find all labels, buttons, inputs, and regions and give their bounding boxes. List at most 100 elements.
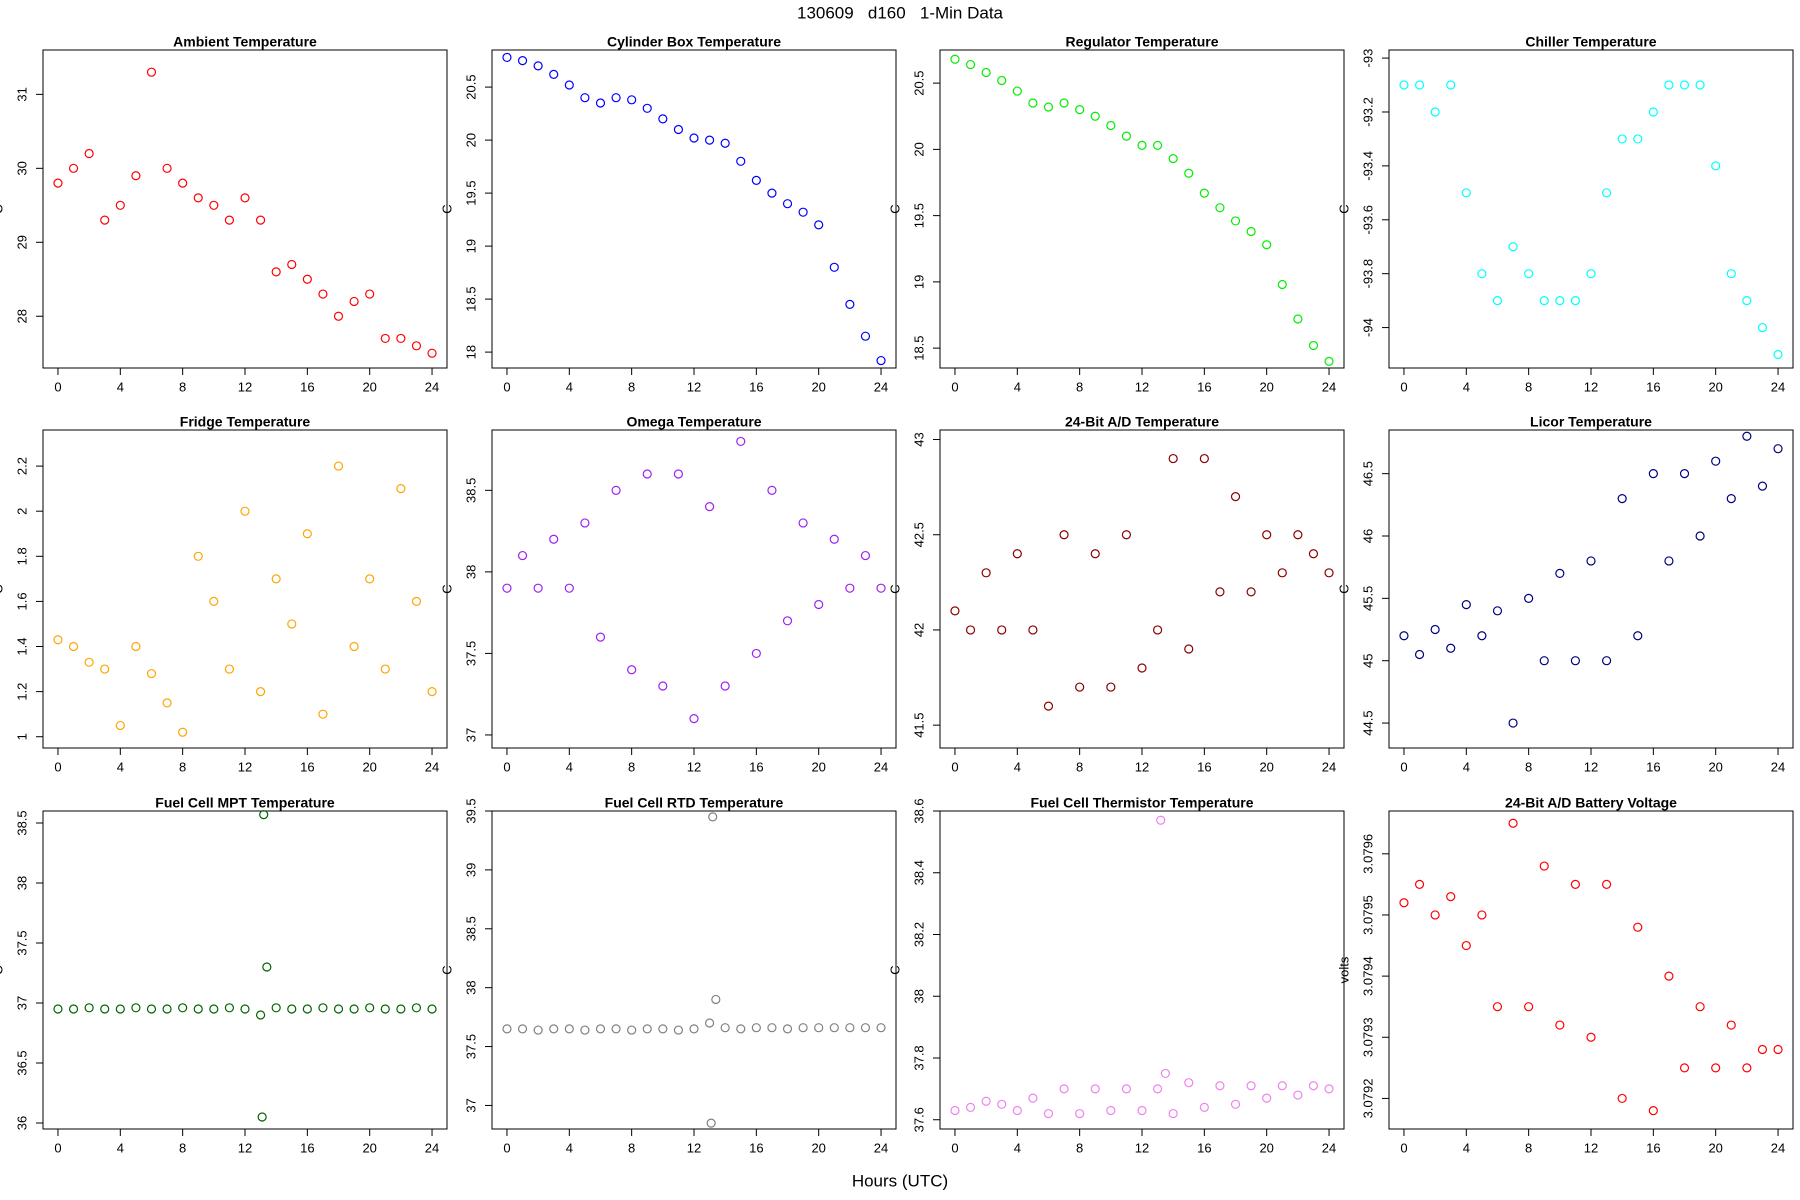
data-point — [240, 1004, 250, 1014]
data-point — [1308, 549, 1319, 559]
data-point — [68, 163, 79, 173]
data-point — [798, 207, 808, 217]
data-point — [1446, 80, 1456, 90]
data-point — [1414, 879, 1425, 889]
y-axis-label: C — [0, 965, 5, 974]
data-point — [1246, 587, 1256, 597]
y-tick-label: 38 — [463, 565, 478, 579]
data-point — [1524, 1002, 1534, 1012]
data-point — [349, 1004, 359, 1014]
data-point — [1446, 643, 1456, 653]
x-axis-label: Hours (UTC) — [852, 1171, 948, 1190]
x-tick-label: 24 — [425, 759, 439, 774]
data-point — [318, 289, 328, 299]
data-point — [1121, 131, 1132, 141]
x-tick-label: 16 — [1197, 1140, 1211, 1155]
panel-title: Cylinder Box Temperature — [607, 34, 781, 50]
y-axis-label: C — [439, 584, 454, 593]
data-point — [549, 534, 559, 544]
data-point — [193, 193, 203, 203]
data-point — [997, 1099, 1007, 1109]
data-point — [411, 596, 422, 607]
data-point — [845, 583, 855, 593]
y-axis-label: C — [887, 965, 902, 974]
data-point — [427, 1004, 437, 1014]
data-point — [1230, 1099, 1241, 1109]
x-tick-label: 12 — [687, 1140, 701, 1155]
data-point — [1277, 568, 1287, 578]
panel-title: 24-Bit A/D Battery Voltage — [1505, 795, 1677, 811]
x-tick-label: 4 — [1463, 1140, 1470, 1155]
data-point — [1293, 314, 1303, 324]
y-tick-label: 38.5 — [463, 478, 478, 503]
data-point — [1446, 892, 1456, 902]
data-point — [720, 1023, 730, 1033]
data-point — [1477, 269, 1487, 279]
data-point — [876, 583, 886, 593]
data-point — [611, 1024, 621, 1034]
data-point — [1508, 718, 1518, 728]
x-tick-label: 24 — [874, 379, 888, 394]
x-tick-label: 20 — [1708, 1140, 1722, 1155]
data-point — [1633, 134, 1643, 144]
data-point — [1399, 898, 1409, 908]
x-tick-label: 8 — [179, 1140, 186, 1155]
x-tick-label: 16 — [1646, 759, 1660, 774]
y-tick-label: 3.0794 — [1360, 956, 1375, 996]
data-point — [1773, 1044, 1783, 1055]
data-point — [1742, 296, 1752, 306]
x-tick-label: 24 — [1771, 379, 1785, 394]
y-tick-label: 28 — [14, 309, 29, 323]
x-tick-label: 20 — [811, 379, 825, 394]
data-point — [1152, 625, 1163, 635]
data-point — [627, 665, 637, 675]
data-point — [642, 469, 652, 479]
y-tick-label: 37.5 — [463, 1034, 478, 1059]
data-point — [287, 1004, 297, 1014]
y-tick-label: 44.5 — [1360, 710, 1375, 735]
data-point — [829, 262, 839, 272]
data-point — [100, 1004, 110, 1014]
data-point — [981, 568, 991, 578]
data-point — [1121, 530, 1132, 540]
panel-title: Chiller Temperature — [1525, 34, 1656, 50]
data-point — [302, 1004, 312, 1014]
x-tick-label: 24 — [425, 1140, 439, 1155]
data-point — [333, 311, 344, 321]
plot-frame — [42, 429, 448, 749]
x-tick-label: 0 — [503, 759, 510, 774]
data-point — [1137, 1105, 1147, 1116]
data-point — [689, 714, 699, 724]
x-tick-label: 20 — [811, 759, 825, 774]
x-tick-label: 8 — [1525, 759, 1532, 774]
data-point — [1160, 1068, 1170, 1079]
data-point — [1695, 80, 1705, 90]
y-tick-label: 19 — [463, 239, 478, 253]
y-tick-label: -93.2 — [1360, 97, 1375, 127]
y-tick-label: 38 — [463, 980, 478, 994]
x-tick-label: 16 — [1646, 1140, 1660, 1155]
data-point — [1711, 456, 1721, 466]
data-point — [1152, 140, 1163, 150]
y-axis-label: C — [887, 204, 902, 213]
data-point — [1555, 296, 1565, 306]
data-point — [1168, 453, 1178, 464]
data-point — [1399, 80, 1409, 90]
data-point — [1075, 105, 1085, 115]
y-tick-label: 36.5 — [14, 1050, 29, 1075]
x-tick-label: 16 — [300, 759, 314, 774]
data-point — [658, 681, 668, 691]
data-point — [845, 1023, 855, 1033]
data-point — [1399, 631, 1409, 641]
y-tick-label: 1.8 — [14, 547, 29, 565]
data-point — [1570, 656, 1581, 666]
data-point — [240, 193, 250, 203]
data-point — [814, 599, 824, 610]
y-tick-label: 31 — [14, 87, 29, 101]
data-point — [1090, 549, 1100, 559]
data-point — [673, 469, 684, 479]
x-tick-label: 24 — [1771, 759, 1785, 774]
data-point — [380, 333, 390, 344]
data-point — [595, 1024, 606, 1034]
data-point — [1539, 296, 1549, 306]
